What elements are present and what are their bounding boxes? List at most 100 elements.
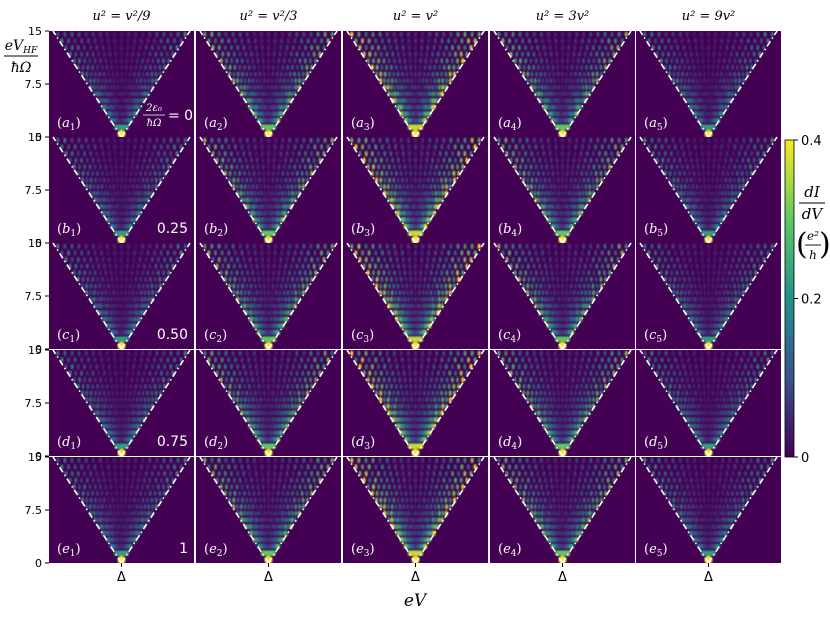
panel-d2: (d2) bbox=[196, 349, 341, 457]
panel-label: (a3) bbox=[351, 116, 375, 133]
y-tick-label: 15 bbox=[28, 25, 42, 38]
boundary-lines bbox=[493, 456, 632, 564]
panel-e1: (e1) 1 bbox=[49, 456, 194, 564]
y-axis-row-c: 0 7.5 15 bbox=[25, 237, 49, 356]
panel-label: (c5) bbox=[644, 328, 667, 345]
panel-label: (b2) bbox=[204, 222, 228, 239]
panel-a5: (a5) bbox=[636, 30, 781, 138]
boundary-lines bbox=[199, 242, 338, 350]
boundary-lines bbox=[639, 456, 778, 564]
y-tick-label: 0 bbox=[35, 450, 42, 463]
panel-grid: (a1) 2ε₀ ħΩ = 0 (a2) (a3) (a4) (a5) (b1) 0.25 (b2)… bbox=[49, 30, 781, 564]
interference-pattern bbox=[497, 137, 628, 243]
y-tick-label: 15 bbox=[28, 131, 42, 144]
interference-pattern bbox=[350, 457, 481, 563]
boundary-lines bbox=[493, 242, 632, 350]
panel-label: (e1) bbox=[57, 542, 81, 559]
boundary-lines bbox=[52, 349, 191, 457]
panel-c5: (c5) bbox=[636, 242, 781, 350]
boundary-lines bbox=[639, 242, 778, 350]
interference-pattern bbox=[56, 137, 187, 243]
y-axis-row-e: 0 7.5 15 bbox=[25, 451, 49, 570]
interference-pattern bbox=[203, 350, 334, 456]
colorbar-gradient bbox=[784, 139, 795, 458]
panel-label: (e2) bbox=[204, 542, 228, 559]
y-tick-label: 0 bbox=[35, 557, 42, 570]
boundary-lines bbox=[639, 136, 778, 244]
x-axis-label: eV bbox=[404, 591, 428, 611]
x-tick-label: Δ bbox=[264, 570, 273, 585]
boundary-lines bbox=[493, 349, 632, 457]
panel-label: (a5) bbox=[644, 116, 668, 133]
boundary-lines bbox=[346, 349, 485, 457]
y-tick-label: 15 bbox=[28, 344, 42, 357]
panel-b2: (b2) bbox=[196, 136, 341, 244]
row-value: 0.75 bbox=[157, 434, 188, 450]
panel-label: (d4) bbox=[498, 435, 522, 452]
column-title-1: u² = v²/9 bbox=[93, 9, 151, 24]
interference-pattern bbox=[643, 350, 774, 456]
y-tick-label: 15 bbox=[28, 237, 42, 250]
panel-label: (e3) bbox=[351, 542, 375, 559]
panel-label: (c1) bbox=[57, 328, 80, 345]
panel-d5: (d5) bbox=[636, 349, 781, 457]
boundary-lines bbox=[346, 242, 485, 350]
interference-pattern bbox=[643, 243, 774, 349]
boundary-lines bbox=[639, 349, 778, 457]
boundary-lines bbox=[639, 30, 778, 138]
y-tick-label: 7.5 bbox=[25, 184, 43, 197]
panel-label: (c4) bbox=[498, 328, 521, 345]
column-title-2: u² = v²/3 bbox=[240, 9, 298, 24]
panel-label: (b5) bbox=[644, 222, 668, 239]
panel-b3: (b3) bbox=[343, 136, 488, 244]
row-value: 1 bbox=[179, 541, 188, 557]
boundary-lines bbox=[199, 349, 338, 457]
y-tick-label: 7.5 bbox=[25, 504, 43, 517]
boundary-lines bbox=[346, 456, 485, 564]
svg-text:ħΩ: ħΩ bbox=[147, 118, 162, 129]
boundary-lines bbox=[346, 136, 485, 244]
boundary-lines bbox=[199, 456, 338, 564]
panel-c3: (c3) bbox=[343, 242, 488, 350]
interference-pattern bbox=[497, 457, 628, 563]
panel-e2: (e2) bbox=[196, 456, 341, 564]
interference-pattern bbox=[350, 243, 481, 349]
y-tick-label: 7.5 bbox=[25, 397, 43, 410]
panel-e3: (e3) bbox=[343, 456, 488, 564]
panel-label: (c2) bbox=[204, 328, 227, 345]
panel-label: (b4) bbox=[498, 222, 522, 239]
x-axis: Δ Δ Δ Δ ΔeV bbox=[117, 563, 713, 611]
row-value: 0.25 bbox=[157, 221, 188, 237]
panel-d3: (d3) bbox=[343, 349, 488, 457]
panel-label: (b3) bbox=[351, 222, 375, 239]
column-title-5: u² = 9v² bbox=[682, 9, 736, 24]
boundary-lines bbox=[493, 30, 632, 138]
colorbar-tick-label: 0.4 bbox=[801, 134, 822, 149]
interference-pattern bbox=[56, 350, 187, 456]
panel-label: (a2) bbox=[204, 116, 228, 133]
interference-pattern bbox=[497, 243, 628, 349]
x-tick-label: Δ bbox=[411, 570, 420, 585]
boundary-lines bbox=[199, 30, 338, 138]
y-tick-label: 15 bbox=[28, 451, 42, 464]
panel-e5: (e5) bbox=[636, 456, 781, 564]
panel-a4: (a4) bbox=[490, 30, 635, 138]
panel-d1: (d1) 0.75 bbox=[49, 349, 194, 457]
panel-a3: (a3) bbox=[343, 30, 488, 138]
colorbar-tick-label: 0.2 bbox=[801, 293, 822, 308]
panel-label: (a1) bbox=[57, 116, 81, 133]
column-title-3: u² = v² bbox=[393, 9, 438, 24]
x-tick-label: Δ bbox=[117, 570, 126, 585]
panel-label: (d2) bbox=[204, 435, 228, 452]
row-value-fraction: 2ε₀ ħΩ = 0 bbox=[143, 103, 193, 129]
interference-pattern bbox=[643, 137, 774, 243]
panel-b1: (b1) 0.25 bbox=[49, 136, 194, 244]
panel-label: (d5) bbox=[644, 435, 668, 452]
colorbar-tick-label: 0 bbox=[801, 451, 809, 466]
panel-c1: (c1) 0.50 bbox=[49, 242, 194, 350]
column-title-4: u² = 3v² bbox=[536, 9, 590, 24]
y-axis-row-b: 0 7.5 15 bbox=[25, 131, 49, 250]
panel-label: (a4) bbox=[498, 116, 522, 133]
